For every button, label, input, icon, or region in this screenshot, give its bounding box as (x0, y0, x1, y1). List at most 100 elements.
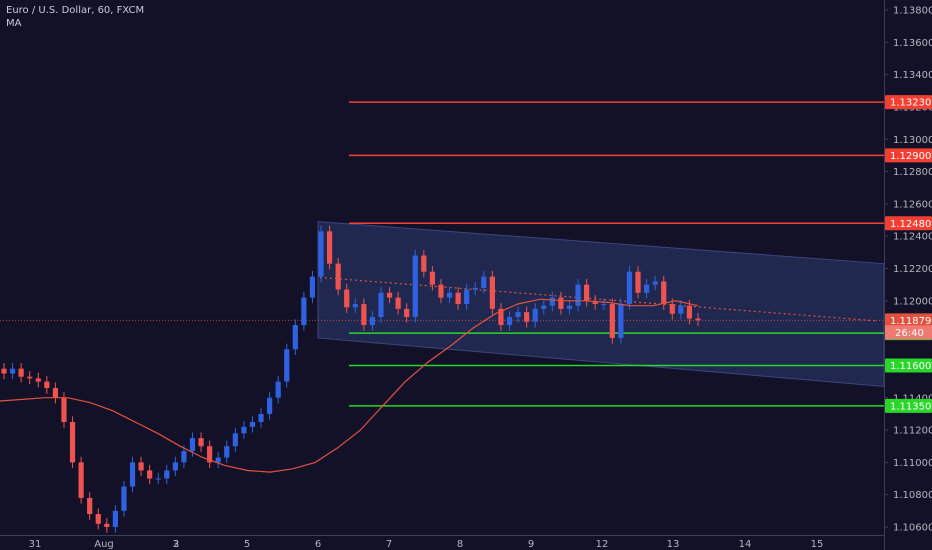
candle (207, 446, 213, 463)
candle (438, 284, 444, 298)
candle (635, 271, 641, 293)
candle (686, 305, 693, 319)
candle (318, 231, 324, 277)
candle (301, 297, 307, 326)
candle (78, 462, 84, 498)
last-price-badge-bg (885, 313, 932, 328)
indicator-label[interactable]: MA (6, 18, 22, 29)
candle (352, 304, 358, 308)
ma-line (0, 298, 699, 473)
time-tick-label: 7 (386, 539, 392, 550)
time-tick-label: 3 (173, 539, 179, 550)
time-tick-label: 2 (173, 539, 179, 550)
time-tick-label: 31 (29, 539, 42, 550)
time-tick-label: 6 (315, 539, 321, 550)
candle (661, 281, 667, 305)
candle (429, 271, 435, 285)
price-tick-label: 1.13600 (893, 38, 932, 49)
candle (378, 292, 384, 317)
candle (558, 297, 564, 309)
price-tick-label: 1.13000 (893, 135, 932, 146)
candle (592, 300, 598, 305)
candle (344, 289, 350, 308)
trend-dotted-line (319, 276, 879, 322)
candle (361, 304, 367, 326)
candle (472, 287, 478, 290)
time-tick-label: 15 (811, 539, 824, 550)
time-tick-label: 13 (667, 539, 680, 550)
chart-legend: Euro / U.S. Dollar, 60, FXCM MA (6, 4, 144, 30)
candle (412, 255, 418, 317)
support-price-badge-bg (885, 358, 932, 373)
candle (44, 381, 50, 389)
candle (69, 421, 76, 463)
price-tick-label: 1.10600 (893, 523, 932, 534)
time-tick-label: Aug (94, 539, 114, 550)
candle (669, 304, 675, 314)
horizontal-levels[interactable] (349, 101, 884, 407)
candle (506, 316, 513, 326)
candle (386, 292, 393, 298)
candle (421, 255, 427, 272)
support-price-badge-bg (885, 398, 932, 413)
candle (404, 308, 410, 317)
countdown-badge: 26:40 (895, 328, 924, 339)
price-badges: 1.132301.129001.124801.118001.116001.113… (885, 95, 932, 413)
price-tick-label: 1.11400 (893, 393, 932, 404)
candle (652, 281, 658, 285)
candle (121, 486, 127, 511)
candle (292, 325, 298, 350)
candle (498, 308, 504, 326)
price-tick-label: 1.12400 (893, 232, 932, 243)
price-tick-label: 1.12600 (893, 199, 932, 210)
price-tick-label: 1.13400 (893, 70, 932, 81)
candle (95, 514, 101, 524)
candle (609, 304, 615, 338)
candle (524, 312, 530, 322)
candle (575, 284, 581, 306)
candle (27, 376, 33, 379)
symbol-title[interactable]: Euro / U.S. Dollar, 60, FXCM (6, 5, 145, 16)
candle (267, 397, 273, 414)
time-tick-label: 8 (457, 539, 463, 550)
candle (515, 312, 521, 317)
trend-line (319, 276, 879, 322)
time-axis[interactable]: 31 Aug 23 5 6 7 8 9 12 13 14 15 (29, 539, 824, 550)
price-tick-label: 1.12200 (893, 264, 932, 275)
candle (455, 292, 461, 305)
candle (464, 289, 470, 305)
candle (446, 292, 453, 298)
time-tick-label: 14 (739, 539, 752, 550)
candle (172, 462, 178, 471)
candle (601, 304, 607, 306)
price-tick-label: 1.11000 (893, 458, 932, 469)
candle (232, 433, 238, 447)
resistance-price-badge: 1.12480 (890, 219, 931, 230)
candle (147, 470, 153, 479)
resistance-price-badge: 1.13230 (890, 98, 931, 109)
candle (35, 378, 41, 382)
candle (181, 451, 187, 463)
candle (138, 462, 144, 471)
candle (155, 478, 161, 480)
candle (541, 305, 547, 309)
candle (643, 284, 650, 293)
candle (189, 438, 196, 452)
time-tick-label: 12 (596, 539, 609, 550)
candle (224, 446, 230, 458)
candle (695, 318, 701, 321)
candle (249, 421, 256, 427)
candle (326, 231, 333, 264)
candle (112, 510, 118, 527)
candle (18, 368, 24, 377)
candle (284, 349, 290, 382)
resistance-price-badge-bg (885, 95, 932, 110)
candle (335, 263, 341, 290)
candle (309, 276, 316, 298)
candle (369, 316, 376, 326)
candle (584, 284, 590, 301)
candle (241, 426, 247, 434)
countdown-badge-bg (885, 325, 932, 340)
time-tick-label: 5 (244, 539, 250, 550)
